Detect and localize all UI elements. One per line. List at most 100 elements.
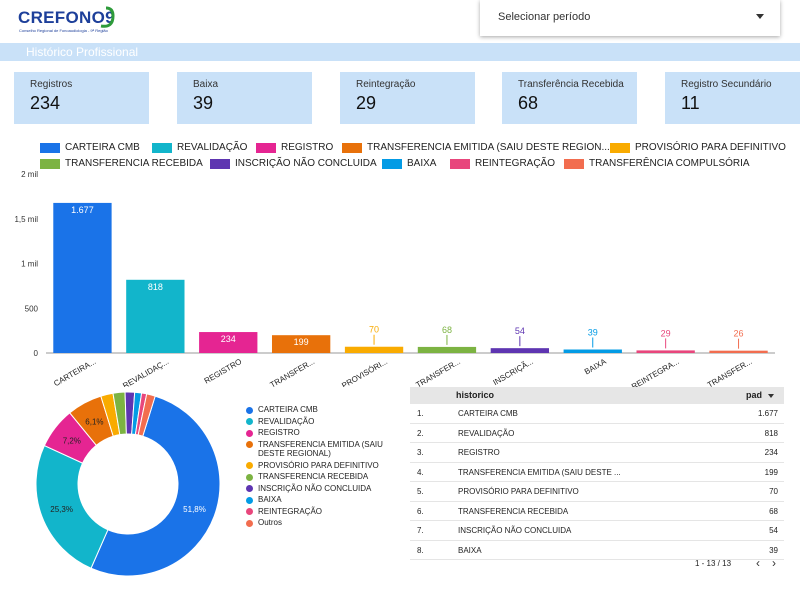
row-index: 2. [417, 428, 424, 438]
row-index: 4. [417, 467, 424, 477]
x-tick-label: CARTEIRA... [52, 357, 97, 387]
next-page-button[interactable]: › [772, 556, 776, 570]
bar-value-label: 54 [515, 326, 525, 336]
scorecard-baixa: Baixa 39 [177, 72, 312, 124]
legend-swatch [450, 159, 470, 169]
section-title: Histórico Profissional [26, 45, 139, 59]
legend-label: REGISTRO [281, 142, 334, 153]
y-tick-label: 1 mil [21, 260, 38, 269]
x-tick-label: REGISTRO [203, 357, 244, 386]
legend-dot [246, 429, 253, 437]
row-historico: BAIXA [458, 545, 482, 555]
table-row[interactable]: 2. REVALIDAÇÃO 818 [410, 424, 784, 443]
donut-slice [90, 395, 221, 577]
logo-text: CREFONO9 [18, 8, 115, 27]
bar-value-label: 199 [294, 337, 309, 347]
bar [490, 348, 550, 353]
scorecard-value: 68 [518, 93, 539, 113]
donut-legend-item[interactable]: BAIXA [246, 495, 386, 505]
x-tick-label: INSCRIÇÃ... [491, 357, 534, 387]
legend-label: CARTEIRA CMB [65, 142, 140, 153]
row-index: 1. [417, 409, 424, 418]
donut-legend-item[interactable]: INSCRIÇÃO NÃO CONCLUIDA [246, 484, 386, 494]
x-tick-label: REINTEGRA... [630, 357, 681, 387]
dropdown-arrow-icon [756, 14, 764, 19]
legend-label: TRANSFERENCIA RECEBIDA [65, 158, 203, 169]
legend-swatch [382, 159, 402, 169]
table-header: historico pad [410, 387, 784, 404]
row-index: 8. [417, 545, 424, 555]
legend-label: BAIXA [258, 495, 282, 504]
table-row[interactable]: 8. BAIXA 39 [410, 541, 784, 560]
bar-value-label: 818 [148, 282, 163, 292]
scorecard-registro-secundario: Registro Secundário 11 [665, 72, 800, 124]
bar-value-label: 26 [734, 329, 744, 339]
row-historico: PROVISÓRIO PARA DEFINITIVO [458, 487, 579, 496]
scorecard-registros: Registros 234 [14, 72, 149, 124]
legend-dot [246, 441, 253, 448]
donut-legend-item[interactable]: REVALIDAÇÃO [246, 417, 386, 427]
bar-value-label: 39 [588, 328, 598, 338]
row-pad: 70 [769, 487, 778, 496]
sort-desc-icon[interactable] [768, 394, 774, 398]
legend-dot [246, 462, 253, 469]
legend-label: TRANSFERENCIA EMITIDA (SAIU DESTE REGION… [258, 439, 383, 459]
bar [344, 346, 404, 353]
table-row[interactable]: 7. INSCRIÇÃO NÃO CONCLUIDA 54 [410, 521, 784, 541]
column-header-historico[interactable]: historico [456, 390, 495, 400]
legend-swatch [40, 159, 60, 169]
row-index: 3. [417, 448, 424, 457]
donut-legend-item[interactable]: TRANSFERENCIA RECEBIDA [246, 472, 386, 482]
legend-swatch [564, 159, 584, 169]
legend-label: REVALIDAÇÃO [258, 416, 315, 426]
row-historico: INSCRIÇÃO NÃO CONCLUIDA [458, 526, 572, 535]
history-table: historico pad 1. CARTEIRA CMB 1.677 2. REVAL… [410, 387, 784, 560]
row-historico: REVALIDAÇÃO [458, 428, 515, 438]
scorecard-reintegracao: Reintegração 29 [340, 72, 475, 124]
scorecard-transferencia-recebida: Transferência Recebida 68 [502, 72, 637, 124]
x-tick-label: TRANSFER... [269, 357, 317, 387]
y-tick-label: 500 [25, 304, 39, 313]
legend-dot [246, 496, 253, 504]
row-pad: 39 [769, 545, 778, 555]
legend-label: PROVISÓRIO PARA DEFINITIVO [258, 460, 379, 470]
column-header-pad[interactable]: pad [745, 390, 762, 400]
donut-legend-item[interactable]: REGISTRO [246, 428, 386, 438]
period-selector[interactable]: Selecionar período [480, 0, 780, 36]
table-row[interactable]: 1. CARTEIRA CMB 1.677 [410, 404, 784, 424]
legend-dot [246, 519, 253, 527]
row-index: 7. [417, 526, 424, 535]
legend-label: CARTEIRA CMB [258, 405, 318, 414]
legend-dot [246, 485, 253, 492]
bar-value-label: 29 [661, 328, 671, 338]
scorecard-title: Baixa [193, 79, 219, 90]
legend-swatch [40, 143, 60, 153]
legend-label: REINTEGRAÇÃO [475, 158, 556, 169]
legend-swatch [256, 143, 276, 153]
slice-percent-label: 7,2% [63, 437, 81, 446]
donut-legend-item[interactable]: TRANSFERENCIA EMITIDA (SAIU DESTE REGION… [246, 440, 386, 459]
legend-label: REVALIDAÇÃO [177, 142, 248, 153]
donut-legend-item[interactable]: PROVISÓRIO PARA DEFINITIVO [246, 461, 386, 471]
table-row[interactable]: 6. TRANSFERENCIA RECEBIDA 68 [410, 502, 784, 521]
legend-swatch [342, 143, 362, 153]
scorecard-title: Reintegração [356, 79, 416, 90]
prev-page-button[interactable]: ‹ [756, 556, 760, 570]
donut-slice [35, 444, 109, 569]
row-pad: 199 [764, 467, 778, 477]
donut-legend-item[interactable]: REINTEGRAÇÃO [246, 507, 386, 517]
donut-legend-item[interactable]: CARTEIRA CMB [246, 405, 386, 415]
table-row[interactable]: 4. TRANSFERENCIA EMITIDA (SAIU DESTE ... 1… [410, 463, 784, 482]
scorecard-value: 234 [30, 93, 61, 113]
section-header: Histórico Profissional [0, 43, 800, 61]
legend-label: Outros [258, 518, 283, 527]
donut-slice [137, 393, 156, 437]
bar [709, 350, 768, 353]
logo-swoosh-icon [100, 6, 115, 28]
bar-value-label: 234 [221, 334, 236, 344]
x-tick-label: BAIXA [583, 357, 608, 377]
table-row[interactable]: 3. REGISTRO 234 [410, 443, 784, 463]
table-row[interactable]: 5. PROVISÓRIO PARA DEFINITIVO 70 [410, 482, 784, 502]
donut-legend-item[interactable]: Outros [246, 518, 386, 528]
legend-label: REINTEGRAÇÃO [258, 506, 323, 516]
